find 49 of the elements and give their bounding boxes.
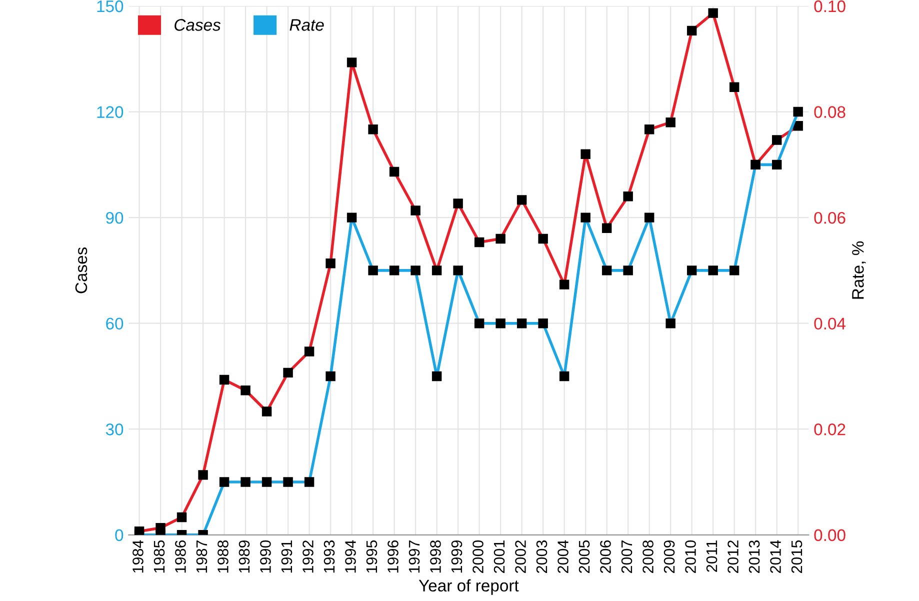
x-tick-label: 1987 <box>196 540 208 573</box>
x-tick-label: 2015 <box>791 540 802 573</box>
legend-label: Rate <box>290 19 324 31</box>
x-tick-label: 2005 <box>578 540 590 573</box>
x-tick-label: 2009 <box>664 540 675 573</box>
y-tick-label: 150 <box>97 0 124 12</box>
y2-tick-label: 0.06 <box>814 212 846 224</box>
y-tick-label: 0 <box>115 529 124 542</box>
x-tick-label: 1992 <box>302 540 314 573</box>
y2-tick-label: 0.02 <box>814 424 846 436</box>
y2-tick-label: 0.04 <box>814 318 846 330</box>
x-tick-label: 1999 <box>451 540 462 573</box>
x-tick-label: 2007 <box>621 540 632 573</box>
x-tick-label: 1989 <box>238 540 250 573</box>
x-tick-label: 2006 <box>600 540 611 573</box>
y-tick-label: 30 <box>106 424 124 436</box>
x-tick-label: 2013 <box>748 540 760 573</box>
y-tick-label: 120 <box>97 106 124 118</box>
x-tick-label: 2003 <box>536 540 548 573</box>
x-tick-label: 1984 <box>132 540 144 573</box>
x-tick-label: 2008 <box>642 540 654 573</box>
x-tick-label: 1988 <box>218 540 228 573</box>
x-tick-label: 2012 <box>728 540 738 573</box>
x-tick-label: 1997 <box>408 540 420 573</box>
x-tick-label: 1991 <box>281 540 292 573</box>
x-axis-title: Year of report <box>418 579 519 595</box>
y2-tick-label: 0.10 <box>814 0 846 12</box>
y-tick-label: 90 <box>106 212 124 224</box>
x-tick-label: 1985 <box>154 540 165 573</box>
x-tick-label: 2004 <box>558 540 568 573</box>
x-tick-label: 2010 <box>685 540 696 573</box>
x-tick-label: 1990 <box>260 540 271 573</box>
x-tick-label: 1986 <box>175 540 186 573</box>
x-tick-label: 1993 <box>324 540 335 573</box>
x-tick-label: 2011 <box>706 540 718 572</box>
y-axis-title: Cases <box>75 247 88 294</box>
x-tick-label: 2000 <box>472 540 484 573</box>
x-tick-label: 2001 <box>494 540 505 573</box>
y-tick-label: 60 <box>106 318 124 330</box>
x-tick-label: 1995 <box>366 540 378 573</box>
legend-label: Cases <box>174 19 221 31</box>
x-tick-label: 2014 <box>770 540 781 573</box>
x-tick-label: 1998 <box>430 540 441 573</box>
y2-tick-label: 0.08 <box>814 106 846 118</box>
x-tick-label: 1994 <box>345 540 356 573</box>
y2-axis-title: Rate, % <box>852 241 866 299</box>
x-tick-label: 2002 <box>515 540 526 573</box>
x-tick-label: 1996 <box>388 540 398 573</box>
y2-tick-label: 0.00 <box>814 529 846 542</box>
